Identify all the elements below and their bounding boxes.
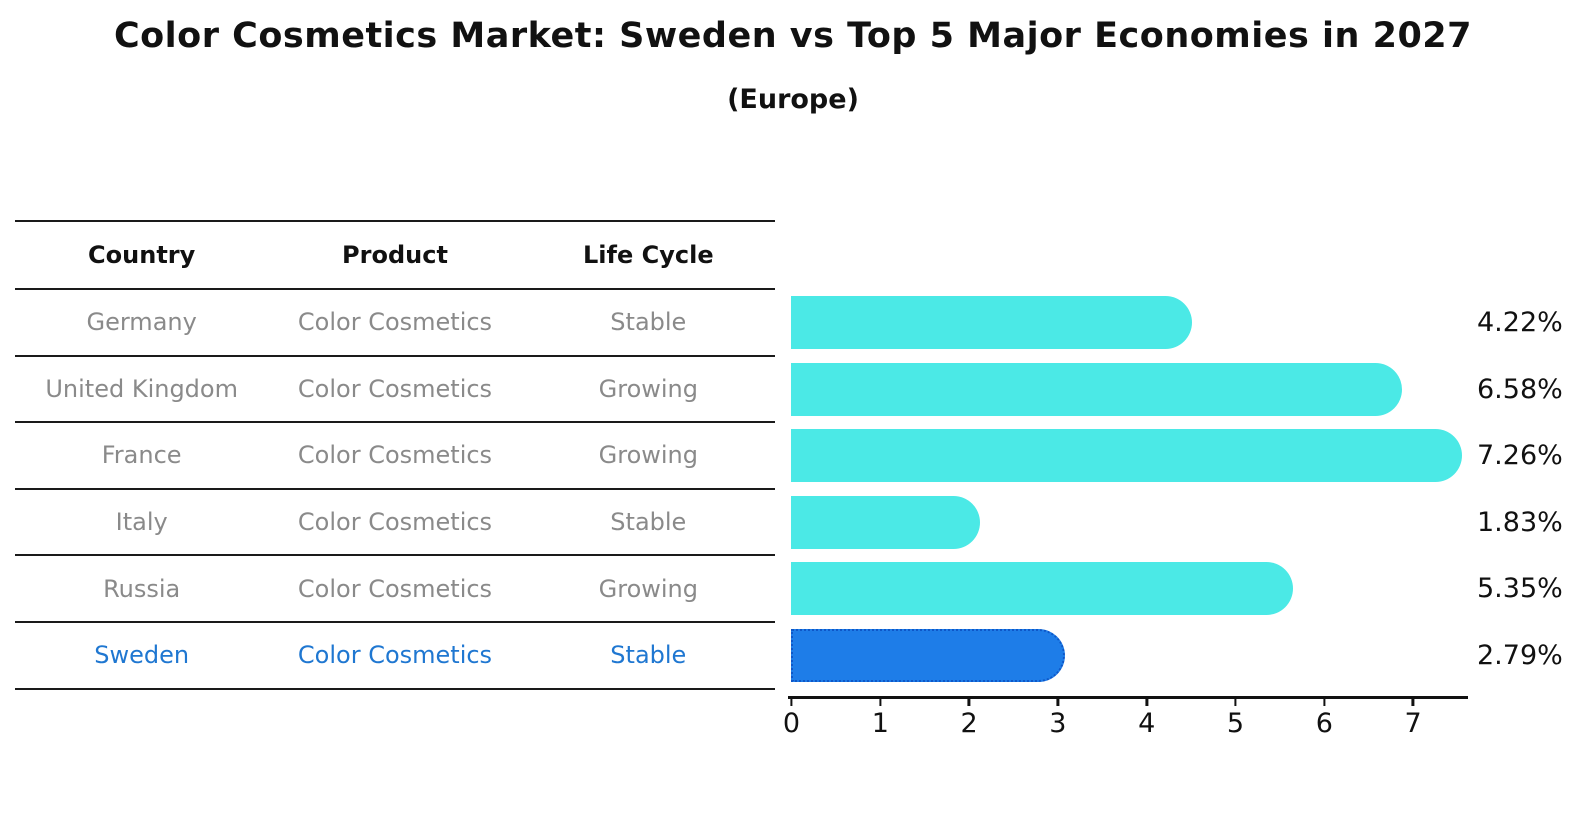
cell-life-cycle: Growing [598,574,698,603]
cell-life-cycle: Stable [610,641,687,670]
x-axis-line [788,696,1468,699]
cell-product: Color Cosmetics [297,374,493,403]
value-label-united-kingdom: 6.58% [1477,373,1563,405]
x-axis-tick: 0 [782,697,801,739]
x-axis-tick: 1 [871,697,889,739]
cell-country: Germany [86,308,197,337]
cell-country: United Kingdom [45,374,238,403]
table-header-life-cycle: Life Cycle [583,241,714,269]
cell-life-cycle: Stable [610,308,687,337]
bar-france [791,429,1463,483]
table-row: France Color Cosmetics Growing [15,423,775,490]
x-axis-tick: 3 [1049,697,1067,739]
cell-life-cycle: Stable [610,508,687,537]
cell-product: Color Cosmetics [297,441,493,470]
bar-united-kingdom [791,362,1402,416]
bar-sweden [791,629,1066,682]
x-axis-tick: 2 [960,697,978,739]
x-axis-tick: 6 [1315,697,1333,739]
cell-life-cycle: Growing [598,441,698,470]
table-header-product: Product [342,241,448,269]
value-label-italy: 1.83% [1477,506,1563,538]
cell-life-cycle: Growing [598,374,698,403]
page-title: Color Cosmetics Market: Sweden vs Top 5 … [113,16,1473,56]
table-header-row: Country Product Life Cycle [15,222,775,290]
x-axis-tick: 4 [1138,697,1156,739]
value-label-germany: 4.22% [1477,307,1563,338]
table-row: Germany Color Cosmetics Stable [15,290,775,357]
bar-italy [791,495,980,549]
cell-product: Color Cosmetics [297,308,493,337]
cell-country: Italy [115,508,168,537]
table-row: Italy Color Cosmetics Stable [15,490,775,557]
table-header-country: Country [88,241,196,269]
bar-germany [791,296,1193,349]
x-axis-tick: 5 [1226,697,1245,739]
page-subtitle: (Europe) [727,84,859,115]
cell-product: Color Cosmetics [297,508,493,537]
cell-product: Color Cosmetics [297,574,493,603]
bar-russia [791,562,1293,616]
cell-country: Russia [103,574,181,603]
cell-product: Color Cosmetics [297,641,493,670]
cell-country: Sweden [94,641,190,670]
table-row-sweden: Sweden Color Cosmetics Stable [15,623,775,690]
value-label-sweden: 2.79% [1477,640,1563,671]
value-label-france: 7.26% [1477,440,1563,472]
x-axis-tick: 7 [1404,697,1422,739]
table-row: Russia Color Cosmetics Growing [15,556,775,623]
cell-country: France [101,441,182,470]
comparison-table: Country Product Life Cycle Germany Color… [15,220,775,690]
value-label-russia: 5.35% [1477,573,1563,605]
table-row: United Kingdom Color Cosmetics Growing [15,357,775,424]
